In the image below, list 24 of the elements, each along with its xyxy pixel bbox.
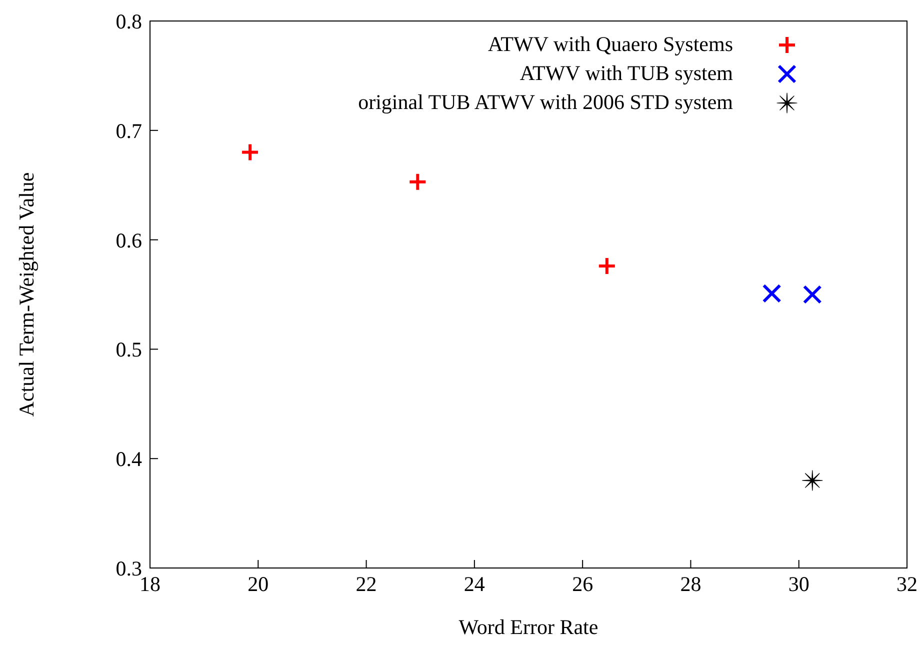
legend-label: ATWV with TUB system bbox=[520, 61, 733, 86]
point bbox=[408, 172, 428, 192]
y-tick-label: 0.4 bbox=[116, 447, 142, 472]
x-tick-label: 24 bbox=[464, 572, 486, 596]
point bbox=[802, 285, 822, 304]
y-tick-label: 0.7 bbox=[116, 118, 142, 143]
x-tick-label: 30 bbox=[788, 572, 810, 596]
x-tick-label: 28 bbox=[680, 572, 702, 596]
y-tick-label: 0.8 bbox=[116, 9, 142, 34]
x-axis-title: Word Error Rate bbox=[458, 615, 598, 639]
x-tick-label: 26 bbox=[572, 572, 594, 596]
point bbox=[240, 142, 260, 162]
point bbox=[762, 284, 782, 303]
y-tick-label: 0.3 bbox=[116, 556, 142, 580]
x-tick-label: 32 bbox=[896, 572, 918, 596]
legend-label: ATWV with Quaero Systems bbox=[488, 32, 733, 57]
y-tick-label: 0.5 bbox=[116, 338, 142, 362]
x-tick-label: 22 bbox=[356, 572, 377, 596]
legend-label: original TUB ATWV with 2006 STD system bbox=[358, 90, 733, 115]
x-tick-label: 20 bbox=[248, 572, 269, 596]
point bbox=[802, 470, 823, 491]
point bbox=[597, 256, 616, 276]
y-axis-title: Actual Term-Weighted Value bbox=[14, 172, 38, 417]
y-tick-label: 0.6 bbox=[116, 228, 142, 252]
